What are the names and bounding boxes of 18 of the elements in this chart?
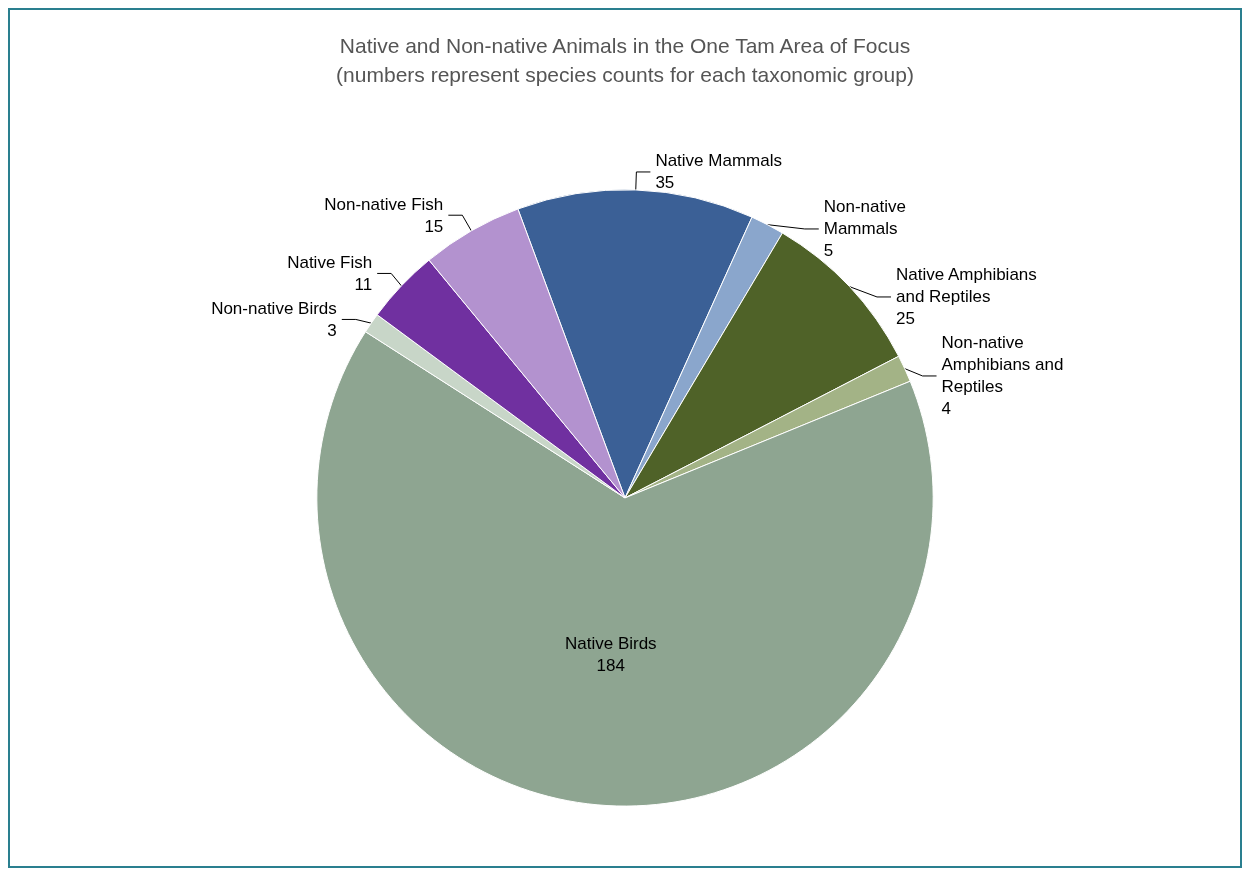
data-label: 11 bbox=[354, 274, 373, 294]
data-label: 5 bbox=[823, 241, 834, 261]
slice-label: Non-native Fish bbox=[324, 194, 444, 214]
slice-label: Non-native Birds bbox=[211, 298, 337, 318]
slice-label: Native Mammals bbox=[655, 151, 782, 171]
data-label: 4 bbox=[941, 399, 951, 419]
slice-label: Native Amphibians and Reptiles bbox=[896, 265, 1042, 307]
slice-label: Native Fish bbox=[287, 252, 373, 272]
chart-title: Native and Non-native Animals in the One Tam Area of Focus bbox=[339, 34, 911, 57]
data-label: 15 bbox=[424, 216, 444, 236]
chart-subtitle: (numbers represent species counts for each taxonomic group) bbox=[336, 63, 914, 86]
data-label: 184 bbox=[596, 655, 625, 675]
data-label: 25 bbox=[896, 309, 915, 329]
slice-label: Non-native Mammals bbox=[823, 197, 911, 239]
slice-label: Native Birds bbox=[564, 633, 657, 653]
slice-label: Non-native Amphibians and Reptiles bbox=[941, 333, 1069, 397]
data-label: 3 bbox=[327, 320, 337, 340]
data-label: 35 bbox=[655, 173, 675, 193]
